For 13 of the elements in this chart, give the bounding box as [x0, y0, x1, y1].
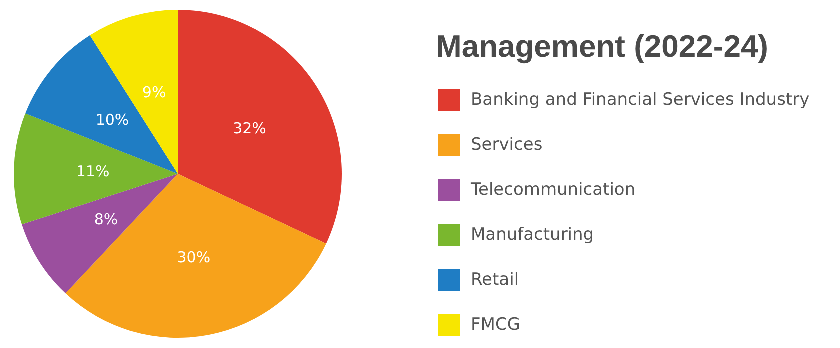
legend-label: FMCG	[471, 315, 520, 335]
legend-label: Telecommunication	[470, 180, 636, 200]
data-label: 9%	[142, 83, 166, 102]
data-label: 11%	[76, 162, 110, 180]
data-label: 30%	[177, 248, 211, 266]
legend-label: Retail	[471, 270, 520, 290]
legend-label: Services	[471, 135, 543, 155]
text: Management (2022-24)	[436, 29, 769, 64]
legend-label: Banking and Financial Services Industry	[471, 90, 810, 110]
data-label: 32%	[233, 119, 266, 138]
data-label: 10%	[96, 110, 130, 129]
legend-label: Manufacturing	[471, 225, 594, 245]
data-label: 8%	[94, 210, 118, 229]
